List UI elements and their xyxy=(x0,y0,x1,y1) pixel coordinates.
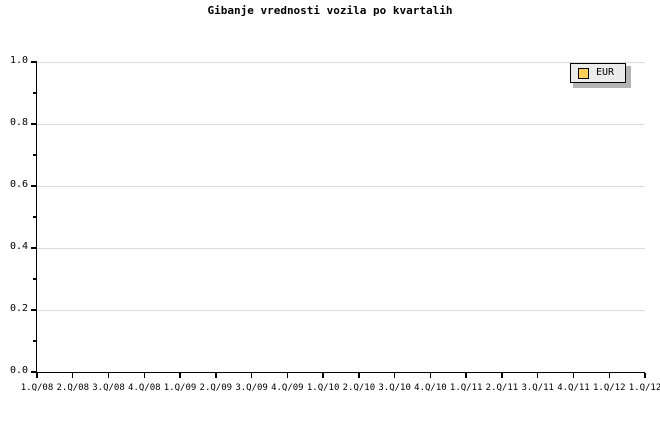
x-axis-tick-label: 3.Q/08 xyxy=(92,383,125,393)
x-axis-spine xyxy=(36,371,645,373)
x-axis-tick-label: 4.Q/11 xyxy=(557,383,590,393)
plot-area xyxy=(37,62,645,372)
x-axis-tick-label: 3.Q/10 xyxy=(378,383,411,393)
x-axis-tick xyxy=(358,373,360,378)
y-axis-tick xyxy=(31,309,36,311)
x-axis-tick-label: 2.Q/11 xyxy=(485,383,519,393)
x-axis-tick xyxy=(465,373,467,378)
y-axis-tick xyxy=(31,185,36,187)
x-axis-tick-label: 1.Q/11 xyxy=(449,383,483,393)
y-axis-minor-tick xyxy=(33,92,36,94)
y-axis-tick xyxy=(31,123,36,125)
x-axis-tick xyxy=(179,373,181,378)
x-axis-tick-label: 1.Q/09 xyxy=(163,383,197,393)
x-axis-tick-label: 4.Q/08 xyxy=(128,383,161,393)
y-axis-tick-label: 0.4 xyxy=(9,241,28,252)
x-axis-tick xyxy=(644,373,646,378)
gridline xyxy=(37,186,645,187)
y-axis-tick xyxy=(31,247,36,249)
x-axis-tick xyxy=(215,373,217,378)
x-axis-tick xyxy=(250,373,253,378)
x-axis-tick-label: 4.Q/09 xyxy=(271,383,304,393)
x-axis-tick xyxy=(393,373,396,378)
x-axis-tick xyxy=(322,373,324,378)
gridline xyxy=(37,248,645,249)
x-axis-tick xyxy=(286,373,289,378)
x-axis-tick-label: 4.Q/10 xyxy=(414,383,447,393)
chart-title: Gibanje vrednosti vozila po kvartalih xyxy=(207,4,453,17)
x-axis-tick-label: 1.Q/08 xyxy=(20,383,54,393)
x-axis-tick xyxy=(537,373,539,378)
y-axis-tick-label: 0.8 xyxy=(9,117,28,128)
gridline xyxy=(37,62,645,63)
y-axis-tick xyxy=(31,61,36,63)
y-axis-minor-tick xyxy=(33,154,36,156)
y-axis-tick-label: 0.6 xyxy=(9,179,28,190)
x-axis-tick xyxy=(143,373,145,378)
x-axis-tick-label: 3.Q/11 xyxy=(521,383,554,393)
legend-swatch-eur xyxy=(578,67,589,79)
chart-legend[interactable]: EUR xyxy=(570,63,626,83)
x-axis-tick-label: 2.Q/08 xyxy=(56,383,90,393)
y-axis-spine xyxy=(36,61,38,373)
x-axis-tick-label: 1.Q/10 xyxy=(306,383,340,393)
x-axis-tick-label: 2.Q/10 xyxy=(342,383,376,393)
x-axis-tick xyxy=(107,373,110,378)
y-axis-tick xyxy=(31,371,36,373)
x-axis-tick xyxy=(608,373,610,378)
x-axis-tick-label: 1.Q/12 xyxy=(592,383,626,393)
x-axis-tick xyxy=(36,373,38,378)
x-axis-tick xyxy=(72,373,74,378)
y-axis-tick-label: 0.2 xyxy=(9,303,28,314)
x-axis-tick xyxy=(501,373,503,378)
x-axis-tick xyxy=(572,373,575,378)
x-axis-tick-label: 3.Q/09 xyxy=(235,383,268,393)
x-axis-tick-label: 2.Q/09 xyxy=(199,383,233,393)
gridline xyxy=(37,124,645,125)
y-axis-tick-label: 1.0 xyxy=(9,55,28,66)
y-axis-minor-tick xyxy=(33,216,36,218)
y-axis-minor-tick xyxy=(33,340,36,342)
x-axis-tick xyxy=(429,373,432,378)
y-axis-minor-tick xyxy=(33,278,36,280)
legend-label-eur: EUR xyxy=(596,67,615,78)
gridline xyxy=(37,310,645,311)
x-axis-tick-label: 1.Q/12 xyxy=(628,383,660,393)
y-axis-tick-label: 0.0 xyxy=(9,365,28,376)
